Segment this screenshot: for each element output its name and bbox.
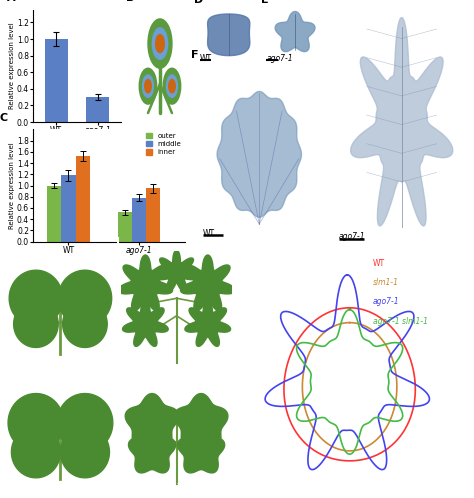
Text: E: E [261,0,268,5]
Text: ago7-1 slm1-1: ago7-1 slm1-1 [127,483,182,492]
Polygon shape [14,301,58,348]
Text: F: F [191,50,199,60]
Y-axis label: Relative expression level: Relative expression level [9,22,16,110]
Text: WT: WT [200,54,212,63]
Y-axis label: Relative expression level: Relative expression level [9,142,16,229]
Text: B: B [126,0,135,3]
Legend: outer, middle, inner: outer, middle, inner [146,133,182,155]
Bar [86,97,109,122]
Polygon shape [174,393,228,448]
Circle shape [139,68,157,104]
Text: ago7-1: ago7-1 [373,297,400,306]
Polygon shape [181,255,235,311]
Polygon shape [118,255,173,311]
Text: J: J [0,362,4,372]
Polygon shape [63,301,107,348]
Text: ago7-1: ago7-1 [339,233,365,242]
Polygon shape [208,14,250,56]
Bar [62,175,75,242]
Polygon shape [9,270,63,326]
Bar [47,186,62,242]
Text: WT: WT [10,358,22,367]
Polygon shape [156,250,197,293]
Bar [45,39,68,122]
Text: slm1-1: slm1-1 [373,278,399,287]
Circle shape [143,75,154,97]
Text: C: C [0,113,8,123]
Text: WT: WT [373,259,385,268]
Polygon shape [11,426,60,478]
Circle shape [166,75,177,97]
Polygon shape [123,299,168,347]
Circle shape [169,79,175,93]
Text: A: A [7,0,16,3]
Text: K: K [117,362,125,372]
Text: L: L [235,256,242,266]
Text: H: H [0,237,9,247]
Polygon shape [275,11,315,52]
Text: slm1-1: slm1-1 [10,483,36,492]
Polygon shape [351,17,453,226]
Text: D: D [194,0,203,5]
Circle shape [155,35,164,53]
Circle shape [145,79,151,93]
Polygon shape [177,425,225,473]
Polygon shape [57,393,113,452]
Text: I: I [117,237,120,247]
Text: ago7-1: ago7-1 [127,358,153,367]
Bar [118,212,132,242]
Polygon shape [128,425,176,473]
Polygon shape [185,299,230,347]
Circle shape [152,28,168,59]
Bar [75,156,90,242]
Bar [146,188,160,242]
Polygon shape [8,393,64,452]
Polygon shape [61,426,109,478]
Polygon shape [58,270,112,326]
Circle shape [148,19,172,68]
Text: ago7-1 slm1-1: ago7-1 slm1-1 [373,317,428,326]
Polygon shape [125,393,179,448]
Circle shape [163,68,181,104]
Polygon shape [217,92,301,217]
Bar [132,198,146,242]
Text: ago7-1: ago7-1 [266,54,293,63]
Text: WT: WT [203,229,215,239]
